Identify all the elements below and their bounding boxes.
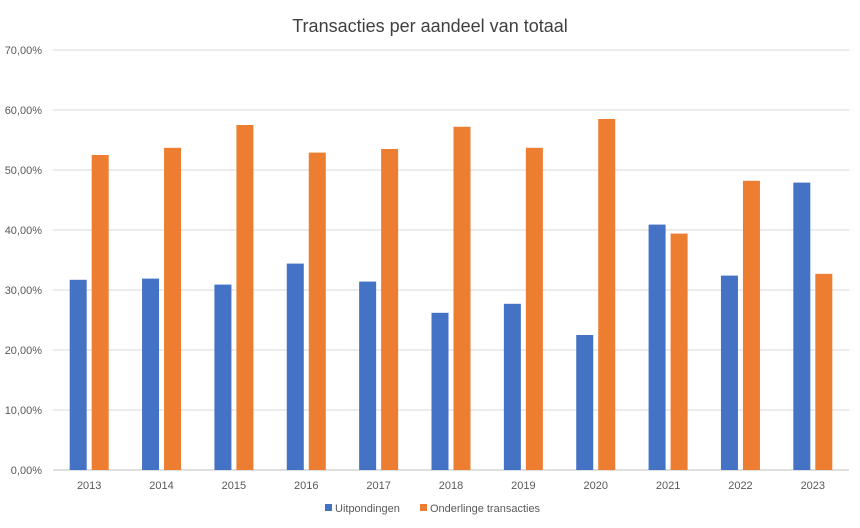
bar-group-2020	[576, 119, 616, 470]
y-tick-label: 10,00%	[5, 405, 43, 417]
bar-onderlinge-transacties-2020	[598, 119, 616, 470]
x-tick-label: 2015	[222, 480, 246, 492]
y-tick-label: 20,00%	[5, 345, 43, 357]
bar-onderlinge-transacties-2022	[742, 180, 760, 471]
y-tick-label: 40,00%	[5, 225, 43, 237]
bar-group-2021	[648, 224, 688, 470]
bar-group-2015	[214, 125, 254, 470]
legend-item-onderlinge-transacties: Onderlinge transacties	[420, 503, 541, 515]
bar-onderlinge-transacties-2016	[308, 152, 326, 470]
bar-uitpondingen-2023	[793, 182, 811, 470]
x-tick-label: 2017	[366, 480, 390, 492]
y-tick-label: 0,00%	[11, 465, 42, 477]
bar-uitpondingen-2017	[359, 281, 377, 470]
x-tick-label: 2019	[511, 480, 535, 492]
legend: Uitpondingen Onderlinge transacties	[325, 503, 541, 515]
bar-group-2019	[503, 147, 543, 471]
y-tick-label: 70,00%	[5, 45, 43, 57]
bar-group-2017	[359, 149, 399, 470]
chart-title: Transacties per aandeel van totaal	[292, 16, 568, 36]
bar-group-2016	[286, 152, 326, 470]
legend-swatch	[325, 504, 332, 511]
bar-uitpondingen-2020	[576, 335, 594, 470]
bar-onderlinge-transacties-2017	[381, 149, 399, 470]
x-axis-ticks: 2013 2014 2015 2016 2017 2018 2019 2020 2021 2022…	[77, 480, 825, 492]
x-tick-label: 2021	[656, 480, 680, 492]
bar-onderlinge-transacties-2015	[236, 125, 254, 470]
bar-uitpondingen-2014	[142, 278, 160, 470]
x-tick-label: 2022	[728, 480, 752, 492]
bar-onderlinge-transacties-2018	[453, 126, 471, 471]
bar-onderlinge-transacties-2014	[164, 147, 182, 471]
x-tick-label: 2013	[77, 480, 101, 492]
x-tick-label: 2016	[294, 480, 318, 492]
bar-onderlinge-transacties-2023	[815, 273, 833, 470]
x-tick-label: 2014	[149, 480, 173, 492]
bar-group-2018	[431, 126, 471, 471]
x-tick-label: 2020	[583, 480, 607, 492]
bars	[69, 119, 833, 471]
bar-uitpondingen-2022	[720, 275, 738, 470]
legend-item-uitpondingen: Uitpondingen	[325, 503, 400, 515]
bar-uitpondingen-2018	[431, 312, 449, 470]
bar-onderlinge-transacties-2013	[91, 155, 109, 470]
x-tick-label: 2023	[801, 480, 825, 492]
bar-onderlinge-transacties-2019	[525, 147, 543, 471]
grid-layer	[53, 49, 849, 471]
y-axis-ticks: 0,00% 10,00% 20,00% 30,00% 40,00% 50,00% 60,00…	[5, 45, 43, 477]
y-tick-label: 30,00%	[5, 285, 43, 297]
bar-uitpondingen-2015	[214, 284, 232, 470]
bar-group-2023	[793, 182, 833, 470]
bar-uitpondingen-2013	[69, 279, 87, 470]
x-tick-label: 2018	[439, 480, 463, 492]
y-tick-label: 60,00%	[5, 105, 43, 117]
bar-group-2014	[142, 147, 182, 471]
bar-uitpondingen-2019	[503, 303, 521, 470]
legend-label: Onderlinge transacties	[430, 503, 541, 515]
y-tick-label: 50,00%	[5, 165, 43, 177]
bar-group-2022	[720, 180, 760, 471]
legend-swatch	[420, 504, 427, 511]
bar-group-2013	[69, 155, 109, 470]
legend-label: Uitpondingen	[335, 503, 400, 515]
bar-onderlinge-transacties-2021	[670, 233, 688, 470]
bar-uitpondingen-2021	[648, 224, 666, 470]
bar-uitpondingen-2016	[286, 263, 304, 470]
